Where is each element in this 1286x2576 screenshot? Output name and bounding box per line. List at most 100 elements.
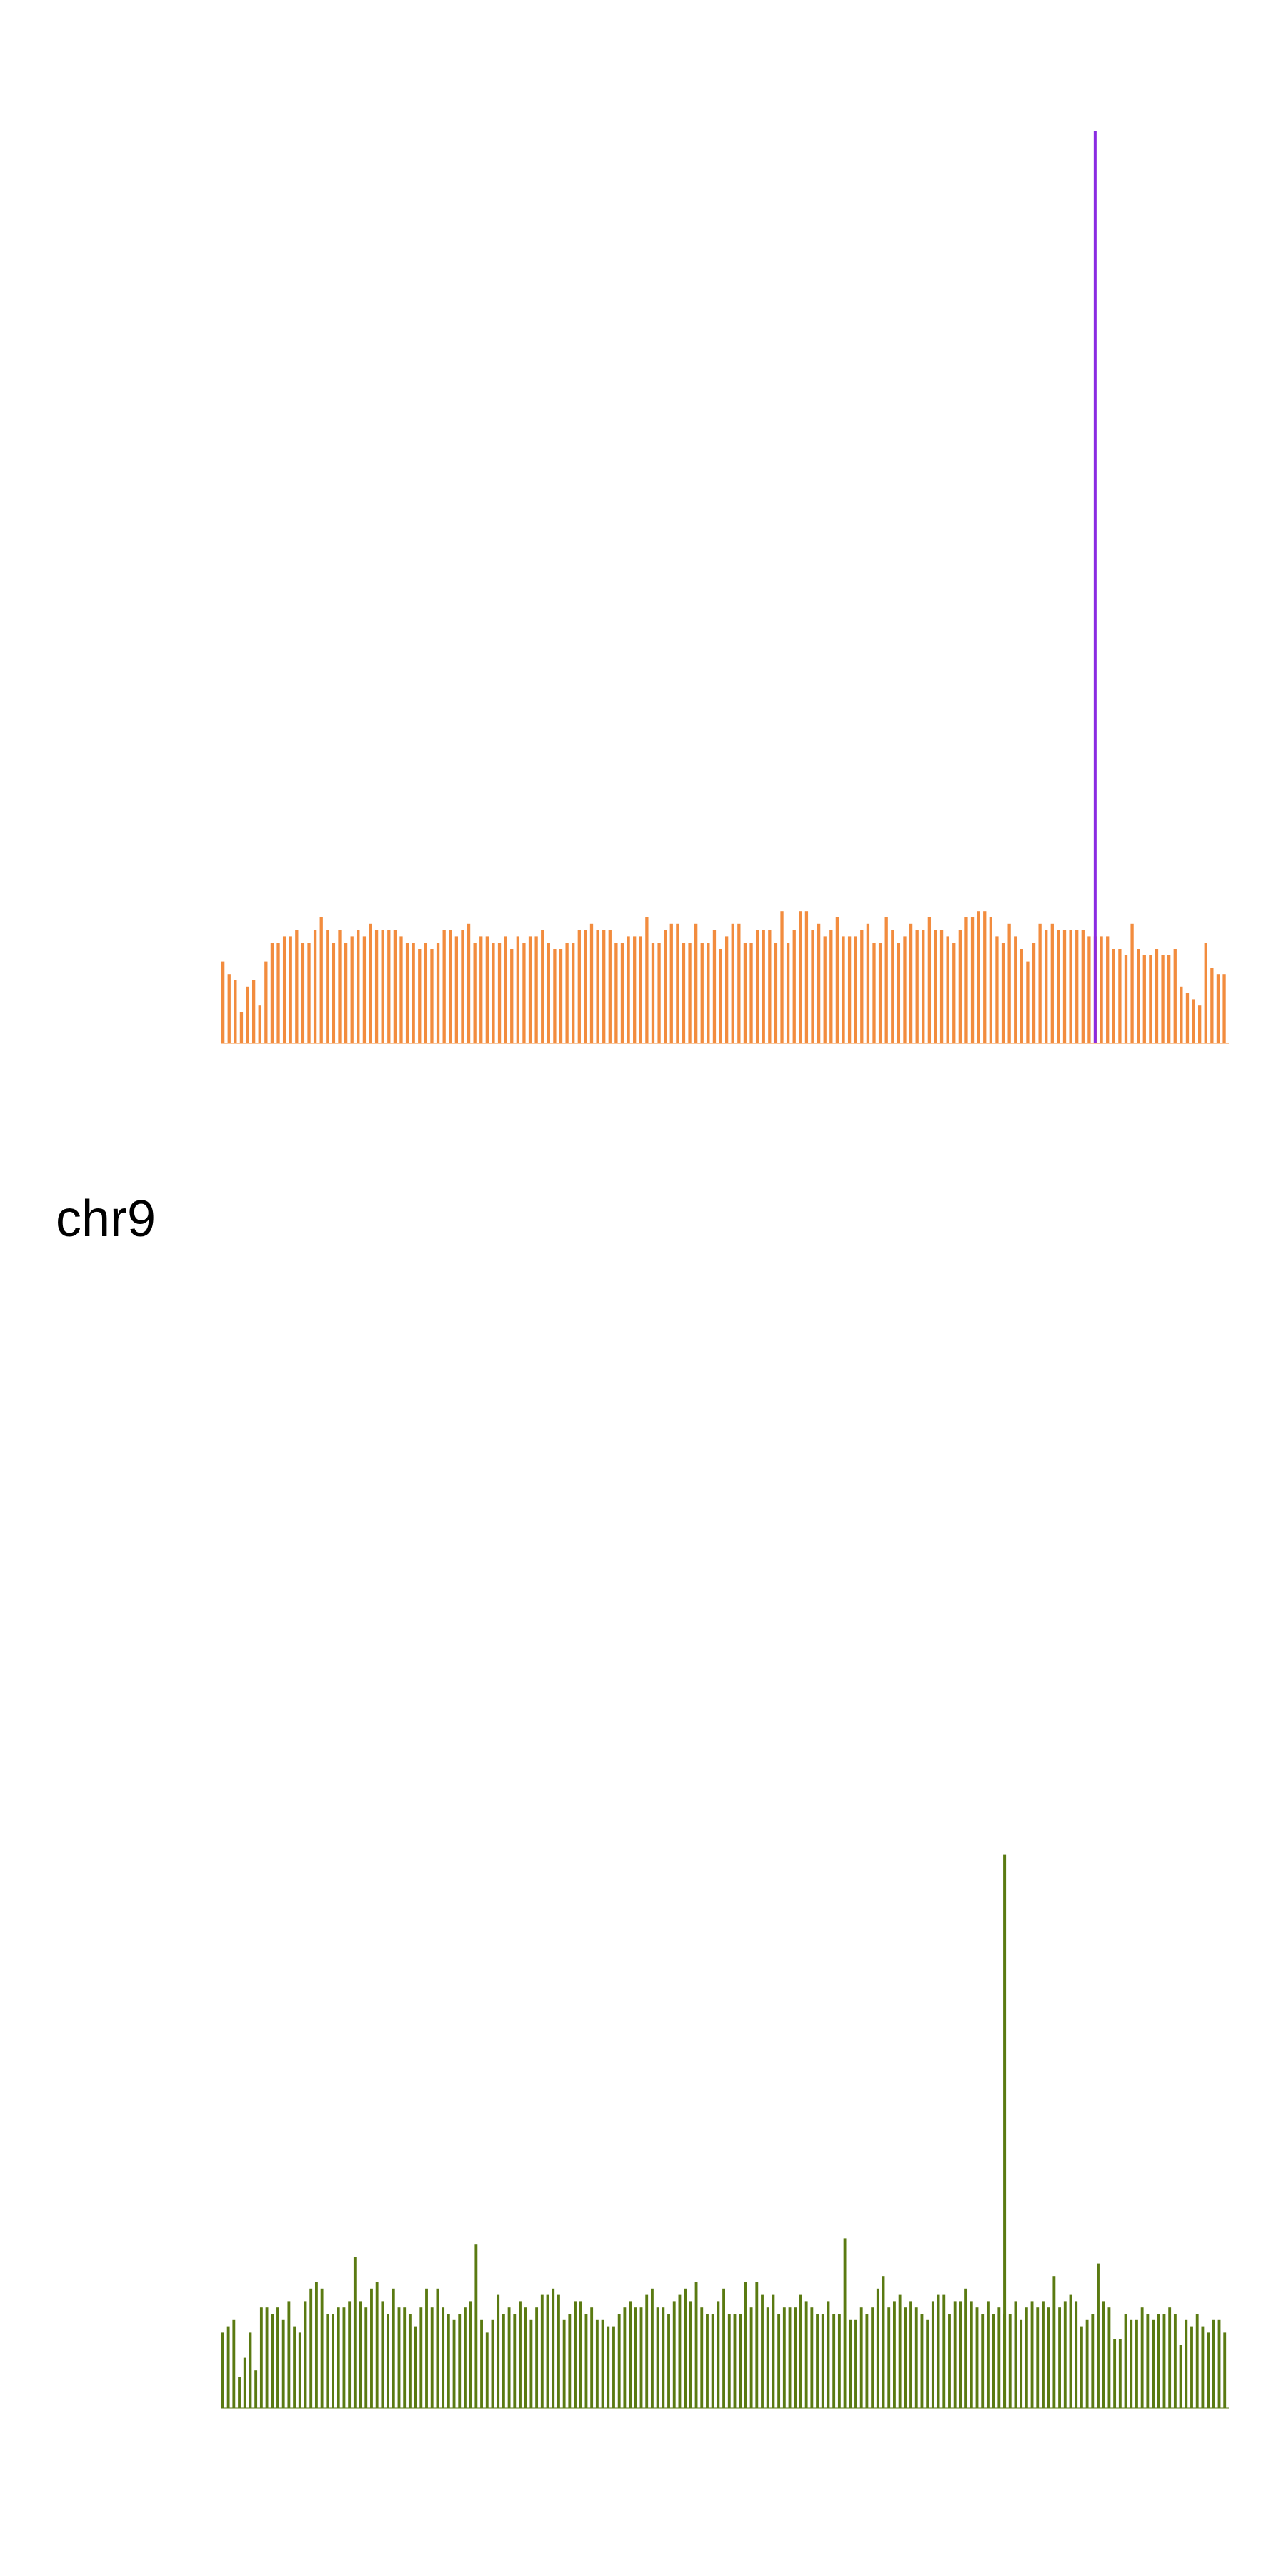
bottom-track-bar [1212,2320,1215,2408]
bottom-track-bar [364,2307,367,2408]
top-track-bar [498,943,501,1043]
bottom-track-bar [700,2307,703,2408]
top-track-bar [424,943,427,1043]
top-track-bar [406,943,409,1043]
bottom-track-bar [1091,2314,1094,2408]
bottom-track-bar [832,2314,835,2408]
bottom-track-bar [1196,2314,1199,2408]
bottom-track-bar [992,2314,995,2408]
top-track-bar [283,936,286,1043]
bottom-track-bar [453,2320,456,2408]
bottom-track-bar [739,2314,742,2408]
bottom-track-bar [937,2295,940,2408]
bottom-track-bar [221,2332,224,2408]
top-track-bar [1155,949,1158,1043]
bottom-track-bar [232,2320,235,2408]
bottom-track-bar [502,2314,505,2408]
top-track-bar [326,930,329,1043]
bottom-track-bar [1157,2314,1160,2408]
bottom-track-bar [557,2295,560,2408]
top-track-bar [596,930,599,1043]
bottom-track-bar [667,2314,670,2408]
top-track-bar [553,949,556,1043]
bottom-track-bar [464,2307,467,2408]
top-track-bar [1174,949,1177,1043]
bottom-track-bar [854,2320,857,2408]
top-track-bar [382,930,384,1043]
bottom-track-bar [1052,2276,1055,2408]
bottom-track-bar [926,2320,929,2408]
bottom-track-bar [508,2307,511,2408]
top-track-bar [375,930,378,1043]
bottom-track-bar [1086,2320,1089,2408]
bottom-track-bar [332,2314,334,2408]
bottom-track-bar [706,2314,709,2408]
top-track-bar [756,930,759,1043]
bottom-track-bar [695,2282,698,2408]
bottom-track-bar [398,2307,401,2408]
bottom-track-bar [684,2289,687,2408]
top-track-bar [848,936,851,1043]
bottom-track-bar [816,2314,819,2408]
bottom-track-bar [244,2358,246,2408]
bottom-track-bar [348,2301,351,2408]
bottom-track-bar [772,2295,774,2408]
top-track-bar [1020,949,1023,1043]
top-track-bar [271,943,274,1043]
top-track-bar [824,936,827,1043]
top-track-bar [732,924,734,1043]
top-track-bar [369,924,372,1043]
top-track-bar [264,962,267,1043]
bottom-track-bar [458,2314,461,2408]
top-track-bar [737,924,740,1043]
top-track-bar [799,911,802,1043]
top-track-bar [879,943,882,1043]
bottom-track-bar [634,2307,637,2408]
top-track-bar [289,936,292,1043]
top-track-bar [829,930,832,1043]
bottom-track-bar [1152,2320,1155,2408]
top-track-bar [774,943,777,1043]
top-track-bar [964,917,967,1043]
top-track-bar [891,930,894,1043]
top-track-bar [234,980,236,1043]
bottom-track-bar [662,2307,664,2408]
top-track-bar [418,949,421,1043]
top-track-bar [657,943,660,1043]
bottom-track-bar [321,2289,324,2408]
bottom-track-bar [447,2314,450,2408]
bottom-track-bar [359,2301,362,2408]
top-track-bar [639,936,642,1043]
top-track-bar [885,917,888,1043]
bottom-track-bar [887,2307,890,2408]
bottom-track-bar [1223,2332,1226,2408]
bottom-track-bar [513,2314,516,2408]
bottom-track-bar [1201,2327,1204,2408]
bottom-track-bar [954,2301,957,2408]
top-track-bar [922,930,924,1043]
bottom-track-bar [254,2370,257,2408]
bottom-track-bar [645,2295,648,2408]
top-track-bar [977,911,980,1043]
top-track-bar [430,949,433,1043]
top-track-bar [725,936,728,1043]
top-track-bar [952,943,955,1043]
bottom-track-bar [299,2332,301,2408]
bottom-track-bar [1141,2307,1144,2408]
bottom-track-bar [524,2307,527,2408]
top-track-spike-bar [1094,131,1097,1043]
top-track-bar [357,930,359,1043]
top-track-bar [320,917,323,1043]
bottom-track-bar [579,2301,582,2408]
bottom-track-bar [794,2307,797,2408]
top-track-bar [1130,924,1133,1043]
bottom-track-bar [568,2314,571,2408]
bottom-track-bar [1036,2307,1039,2408]
bottom-track-bar [712,2314,714,2408]
top-track-bar [399,936,402,1043]
bottom-track-bar [260,2307,263,2408]
bottom-track-bar [436,2289,439,2408]
bottom-track-bar [315,2282,318,2408]
bottom-track-bar [304,2301,307,2408]
bottom-track-bar [541,2295,544,2408]
